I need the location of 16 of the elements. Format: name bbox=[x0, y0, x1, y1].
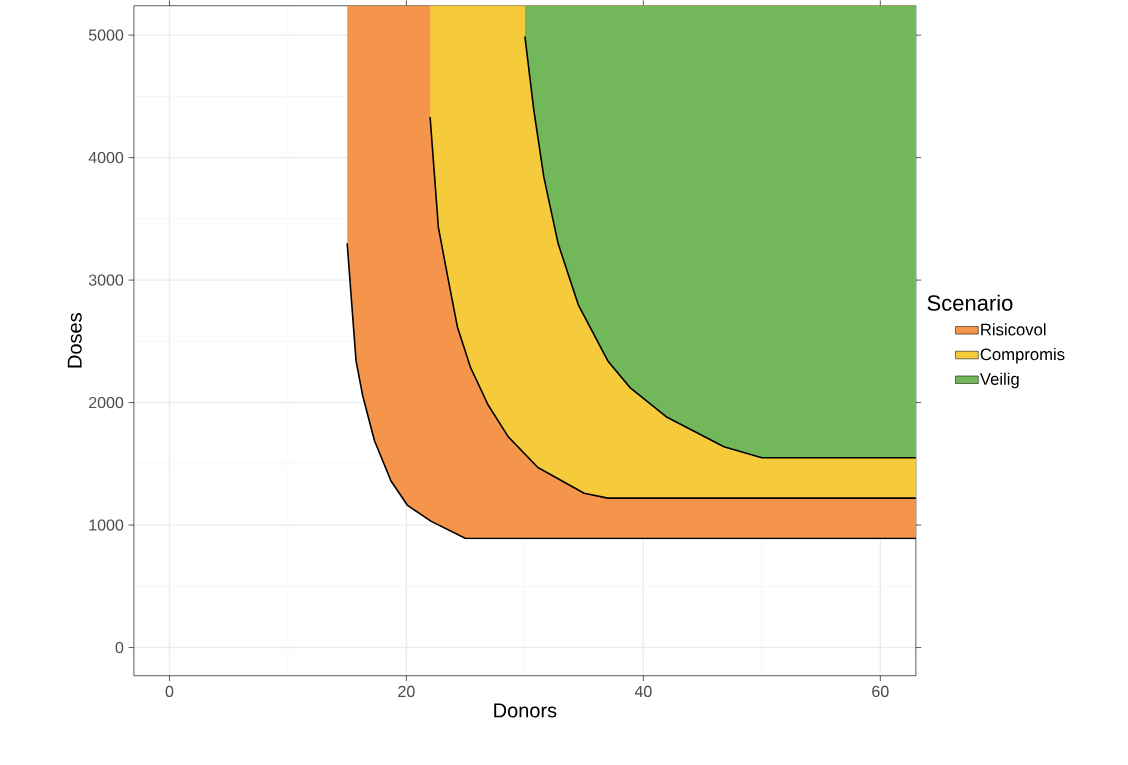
legend-label: Compromis bbox=[980, 347, 1065, 364]
y-tick-label: 5000 bbox=[88, 29, 124, 41]
x-tick-label: 0 bbox=[165, 685, 174, 698]
y-tick-label: 3000 bbox=[88, 274, 124, 286]
x-axis-title: Donors bbox=[494, 703, 557, 718]
y-tick-label: 1000 bbox=[89, 519, 124, 531]
y-tick-label: 0 bbox=[115, 641, 124, 654]
x-tick-label: 60 bbox=[872, 685, 889, 698]
x-tick-label: 40 bbox=[634, 685, 652, 698]
y-tick-label: 4000 bbox=[88, 151, 124, 164]
y-axis-title: Doses bbox=[67, 313, 82, 368]
y-tick-label: 2000 bbox=[89, 396, 124, 409]
x-tick-label: 20 bbox=[398, 685, 415, 698]
legend-title: Scenario bbox=[927, 294, 1013, 311]
legend-label: Veilig bbox=[979, 372, 1019, 389]
legend-label: Risicovol bbox=[981, 323, 1046, 336]
